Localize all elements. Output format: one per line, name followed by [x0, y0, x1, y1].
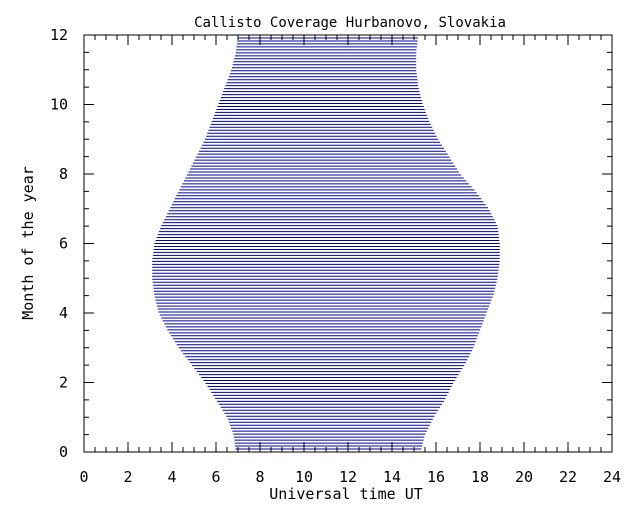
x-tick-label: 4 — [167, 468, 176, 486]
x-tick-label: 22 — [559, 468, 577, 486]
y-tick-label: 10 — [50, 96, 68, 114]
x-tick-label: 24 — [603, 468, 621, 486]
x-axis-label: Universal time UT — [269, 485, 423, 503]
y-tick-label: 0 — [59, 443, 68, 461]
x-tick-label: 20 — [515, 468, 533, 486]
x-tick-label: 6 — [211, 468, 220, 486]
y-tick-label: 2 — [59, 374, 68, 392]
x-tick-labels: 0 2 4 6 8 10 12 14 16 18 20 22 24 — [79, 468, 621, 486]
y-tick-label: 8 — [59, 165, 68, 183]
x-tick-label: 16 — [427, 468, 445, 486]
x-tick-label: 8 — [255, 468, 264, 486]
x-tick-label: 18 — [471, 468, 489, 486]
x-tick-label: 2 — [123, 468, 132, 486]
y-tick-label: 4 — [59, 304, 68, 322]
axis-ticks — [83, 34, 613, 453]
chart-title: Callisto Coverage Hurbanovo, Slovakia — [194, 15, 506, 31]
x-tick-label: 0 — [79, 468, 88, 486]
y-tick-label: 12 — [50, 26, 68, 44]
coverage-fill — [152, 34, 500, 453]
y-tick-label: 6 — [59, 235, 68, 253]
y-tick-labels: 0 2 4 6 8 10 12 — [50, 26, 68, 461]
x-tick-label: 12 — [339, 468, 357, 486]
y-axis-label: Month of the year — [19, 166, 37, 320]
x-tick-label: 14 — [383, 468, 401, 486]
x-tick-label: 10 — [295, 468, 313, 486]
